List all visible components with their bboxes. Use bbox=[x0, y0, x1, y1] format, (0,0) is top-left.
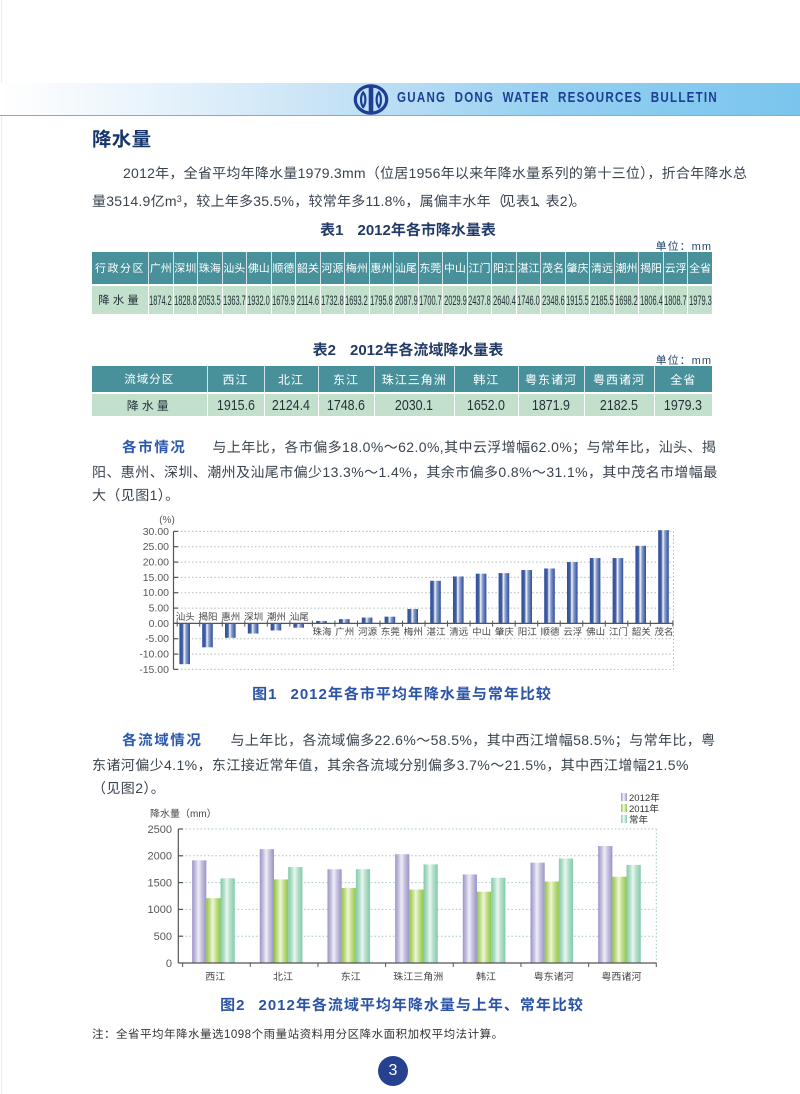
svg-text:肇庆: 肇庆 bbox=[495, 626, 515, 638]
svg-text:-5.00: -5.00 bbox=[145, 633, 169, 645]
svg-text:西江: 西江 bbox=[205, 971, 225, 983]
svg-text:揭阳: 揭阳 bbox=[198, 612, 217, 623]
svg-text:潮州: 潮州 bbox=[267, 612, 286, 623]
svg-text:0: 0 bbox=[166, 958, 172, 970]
svg-text:湛江: 湛江 bbox=[426, 627, 446, 638]
svg-text:1500: 1500 bbox=[148, 877, 172, 889]
svg-text:茂名: 茂名 bbox=[654, 626, 673, 638]
svg-text:梅州: 梅州 bbox=[404, 627, 423, 638]
svg-text:珠江三角洲: 珠江三角洲 bbox=[393, 971, 443, 983]
svg-text:顺德: 顺德 bbox=[540, 626, 560, 638]
svg-text:-10.00: -10.00 bbox=[140, 649, 169, 661]
svg-text:500: 500 bbox=[154, 931, 172, 943]
svg-text:汕尾: 汕尾 bbox=[290, 612, 309, 623]
svg-text:广州: 广州 bbox=[335, 627, 354, 638]
svg-text:10.00: 10.00 bbox=[143, 587, 169, 599]
svg-text:0.00: 0.00 bbox=[149, 618, 170, 630]
svg-text:粤东诸河: 粤东诸河 bbox=[534, 971, 574, 983]
svg-text:惠州: 惠州 bbox=[221, 612, 240, 623]
svg-text:韶关: 韶关 bbox=[632, 626, 652, 638]
svg-text:(%): (%) bbox=[159, 515, 175, 526]
svg-text:中山: 中山 bbox=[472, 627, 491, 638]
svg-text:阳江: 阳江 bbox=[518, 627, 538, 638]
svg-text:15.00: 15.00 bbox=[143, 572, 169, 584]
svg-text:2000: 2000 bbox=[148, 851, 172, 863]
svg-text:降水量（mm）: 降水量（mm） bbox=[150, 808, 217, 820]
svg-text:25.00: 25.00 bbox=[143, 541, 169, 553]
svg-text:清远: 清远 bbox=[449, 627, 469, 638]
svg-text:东莞: 东莞 bbox=[381, 626, 401, 638]
svg-text:珠海: 珠海 bbox=[312, 627, 332, 638]
svg-text:江门: 江门 bbox=[609, 627, 628, 638]
svg-text:河源: 河源 bbox=[358, 627, 378, 638]
svg-text:佛山: 佛山 bbox=[586, 627, 605, 638]
svg-text:汕头: 汕头 bbox=[176, 612, 195, 623]
svg-text:2500: 2500 bbox=[148, 824, 172, 836]
svg-text:1000: 1000 bbox=[148, 904, 172, 916]
svg-text:东江: 东江 bbox=[341, 971, 361, 983]
svg-text:云浮: 云浮 bbox=[563, 627, 582, 638]
svg-text:深圳: 深圳 bbox=[244, 612, 263, 623]
svg-text:韩江: 韩江 bbox=[476, 971, 496, 983]
svg-text:粤西诸河: 粤西诸河 bbox=[601, 971, 641, 983]
svg-text:-15.00: -15.00 bbox=[140, 664, 169, 676]
svg-text:20.00: 20.00 bbox=[143, 557, 169, 569]
svg-text:30.00: 30.00 bbox=[143, 526, 169, 538]
svg-text:5.00: 5.00 bbox=[149, 603, 170, 615]
svg-text:北江: 北江 bbox=[273, 971, 293, 983]
